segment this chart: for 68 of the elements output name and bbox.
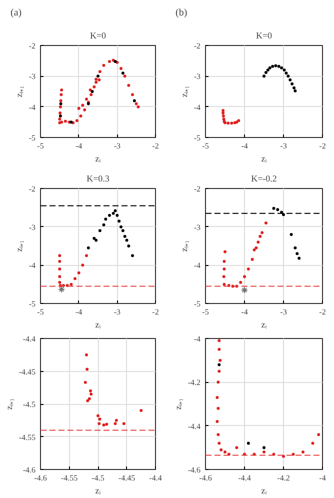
x-axis-title: zᵢ: [95, 320, 102, 330]
y-tick-label: -4.45: [18, 367, 36, 376]
chart-title: K=-0.2: [251, 174, 277, 184]
x-tick-label: -4.2: [277, 474, 290, 482]
y-tick-label: -2: [28, 42, 36, 50]
y-tick-label: -4.55: [18, 432, 36, 442]
x-tick-label: -4.4: [149, 474, 162, 482]
y-tick-label: -3: [28, 222, 36, 232]
x-tick-label: -2: [319, 308, 326, 316]
x-tick-label: -4: [76, 308, 82, 316]
y-tick-label: -3: [28, 72, 36, 82]
x-tick-label: -5: [202, 308, 209, 316]
y-tick-label: -4.4: [22, 334, 36, 344]
x-axis-title: zᵢ: [95, 154, 102, 164]
x-axis-title: zᵢ: [261, 320, 268, 330]
x-tick-label: -5: [202, 142, 209, 150]
text: (a): [10, 8, 22, 18]
y-axis-title: zᵢ₊₁: [14, 86, 24, 98]
x-tick-label: -4.6: [199, 474, 212, 482]
x-tick-label: -4.5: [92, 474, 104, 482]
y-tick-label: -4.6: [188, 466, 201, 474]
y-axis-title: zᵢ₊₁: [172, 398, 183, 410]
y-tick-label: -4: [194, 334, 201, 344]
y-axis-title: zᵢ₊₁: [178, 240, 189, 252]
y-tick-label: -4: [28, 102, 36, 112]
text: (b): [176, 8, 188, 18]
chart-title: K=0: [256, 30, 273, 40]
y-tick-label: -4: [194, 102, 201, 112]
y-tick-label: -2: [194, 184, 201, 194]
x-axis-title: zᵢ: [261, 154, 268, 164]
x-axis-title: zᵢ: [95, 486, 102, 496]
x-tick-label: -5: [37, 142, 44, 150]
y-axis-title: zᵢ₊₁: [14, 240, 24, 252]
y-axis-title: zᵢ₊₁: [178, 86, 189, 98]
x-tick-label: -4: [76, 142, 82, 150]
y-tick-label: -4.6: [22, 466, 36, 474]
x-tick-label: -4: [241, 308, 248, 316]
x-tick-label: -4.45: [118, 474, 136, 482]
x-tick-label: -5: [37, 308, 44, 316]
x-tick-label: -4: [319, 474, 326, 482]
y-tick-label: -4: [28, 261, 36, 270]
y-tick-label: -5: [28, 134, 36, 142]
y-tick-label: -4.2: [188, 378, 201, 388]
y-tick-label: -4.4: [188, 422, 201, 431]
y-tick-label: -3: [194, 72, 201, 82]
chart-title: K=0: [90, 30, 107, 40]
x-tick-label: -3: [280, 142, 287, 150]
y-tick-label: -3: [194, 222, 201, 232]
y-tick-label: -5: [194, 134, 201, 142]
y-tick-label: -4.5: [22, 400, 36, 409]
x-tick-label: -4.55: [60, 474, 78, 482]
y-tick-label: -5: [28, 300, 36, 308]
x-tick-label: -2: [152, 308, 159, 316]
x-tick-label: -4.6: [34, 474, 47, 482]
x-tick-label: -3: [114, 308, 121, 316]
x-axis-title: zᵢ: [261, 486, 268, 496]
chart-title: K=0.3: [86, 174, 110, 184]
y-tick-label: -2: [194, 42, 201, 50]
x-tick-label: -2: [152, 142, 159, 150]
y-tick-label: -4: [194, 261, 201, 270]
y-tick-label: -5: [194, 300, 201, 308]
x-tick-label: -3: [280, 308, 287, 316]
x-tick-label: -4.4: [238, 474, 251, 482]
x-tick-label: -2: [319, 142, 326, 150]
x-tick-label: -3: [114, 142, 121, 150]
y-tick-label: -2: [28, 184, 36, 194]
x-tick-label: -4: [241, 142, 248, 150]
y-axis-title: zᵢ₊₁: [4, 398, 14, 410]
